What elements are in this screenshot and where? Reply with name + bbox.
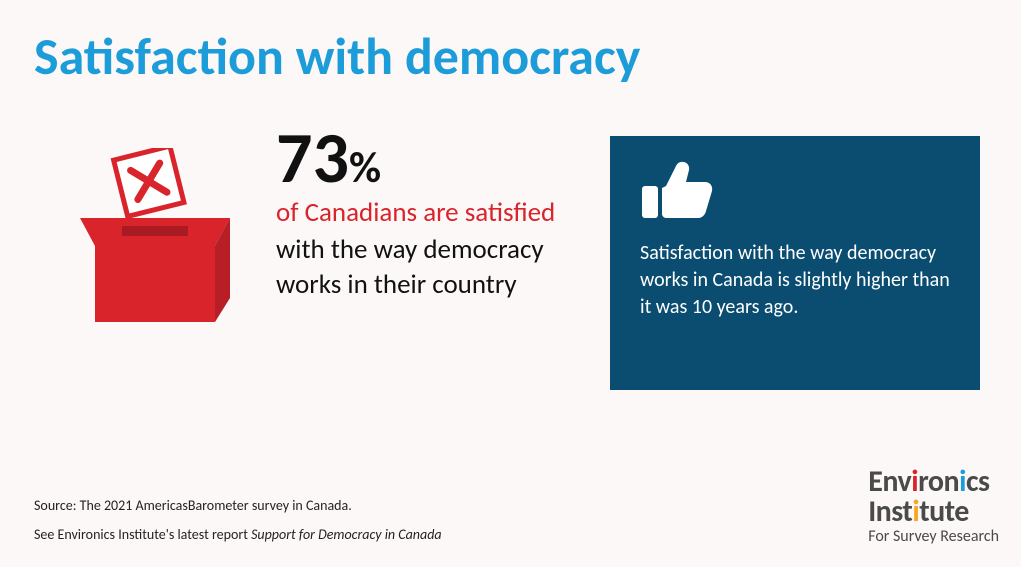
- footer-report-title: Support for Democracy in Canada: [251, 526, 442, 543]
- stat-red-text: of Canadians are satisfied: [276, 196, 566, 230]
- stat-block: 73% of Canadians are satisfied with the …: [276, 122, 566, 302]
- footer: Source: The 2021 AmericasBarometer surve…: [34, 497, 442, 543]
- stat-black-text: with the way democracy works in their co…: [276, 232, 566, 302]
- footer-source: Source: The 2021 AmericasBarometer surve…: [34, 497, 442, 514]
- footer-report: See Environics Institute's latest report…: [34, 526, 442, 543]
- environics-logo: Environics Institute For Survey Research: [868, 467, 999, 545]
- stat-number: 73: [276, 122, 349, 194]
- page-title: Satisfaction with democracy: [34, 24, 640, 88]
- logo-l2p2: tute: [919, 493, 969, 530]
- logo-tagline: For Survey Research: [868, 529, 999, 545]
- stat-percent: %: [349, 140, 381, 194]
- callout-panel: Satisfaction with the way democracy work…: [610, 136, 980, 390]
- callout-text: Satisfaction with the way democracy work…: [640, 240, 950, 321]
- logo-line2: Institute: [868, 497, 999, 527]
- logo-l1p3: cs: [966, 463, 990, 500]
- footer-report-prefix: See Environics Institute's latest report: [34, 526, 251, 543]
- ballot-box-icon: [80, 148, 230, 328]
- logo-l2p1: Inst: [868, 493, 912, 530]
- thumbs-up-icon: [640, 160, 714, 222]
